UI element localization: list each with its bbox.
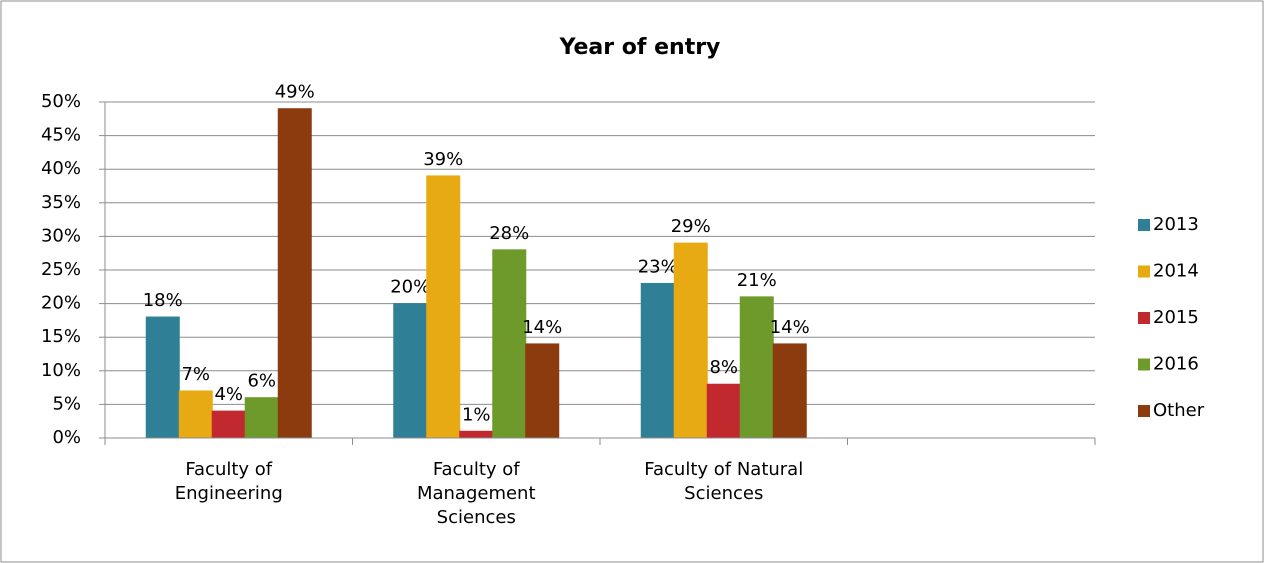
bar xyxy=(178,390,213,439)
bar xyxy=(459,430,494,439)
data-label: 49% xyxy=(275,82,315,103)
bar xyxy=(772,343,807,439)
data-label: 1% xyxy=(462,404,491,425)
bar xyxy=(426,175,461,439)
chart-title: Year of entry xyxy=(559,35,721,60)
y-tick-label: 40% xyxy=(41,158,81,179)
y-tick-label: 30% xyxy=(41,225,81,246)
y-tick-label: 15% xyxy=(41,326,81,347)
legend-swatch xyxy=(1138,405,1150,417)
bar xyxy=(739,296,774,439)
x-tick-label: Faculty of Natural Sciences xyxy=(644,459,804,504)
bar xyxy=(393,303,428,439)
y-tick-label: 10% xyxy=(41,360,81,381)
y-tick-label: 20% xyxy=(41,293,81,314)
data-label: 28% xyxy=(489,223,529,244)
x-tick-label: Faculty of Management Sciences xyxy=(416,459,536,528)
data-label: 39% xyxy=(423,149,463,170)
data-label: 4% xyxy=(214,384,243,405)
bar xyxy=(525,343,560,439)
legend-label: 2013 xyxy=(1153,214,1199,235)
bar xyxy=(145,316,180,439)
data-label: 18% xyxy=(143,290,183,311)
bar xyxy=(673,242,708,439)
data-label: 6% xyxy=(247,371,276,392)
y-tick-label: 45% xyxy=(41,125,81,146)
data-label: 14% xyxy=(770,317,810,338)
y-tick-label: 25% xyxy=(41,259,81,280)
bar xyxy=(244,397,279,439)
y-tick-label: 35% xyxy=(41,192,81,213)
x-tick-label: Faculty of Engineering xyxy=(174,459,283,504)
data-label: 21% xyxy=(737,270,777,291)
bar xyxy=(640,282,675,439)
bar xyxy=(211,410,246,439)
y-tick-label: 5% xyxy=(52,393,81,414)
y-tick-label: 50% xyxy=(41,91,81,112)
legend-swatch xyxy=(1138,265,1150,278)
y-tick-label: 0% xyxy=(52,427,81,448)
data-label: 20% xyxy=(390,277,430,298)
bar xyxy=(706,383,741,439)
data-label: 14% xyxy=(522,317,562,338)
legend-label: 2014 xyxy=(1153,261,1199,282)
legend-label: 2015 xyxy=(1153,307,1199,328)
data-label: 7% xyxy=(181,364,210,385)
legend-label: Other xyxy=(1153,400,1205,421)
legend-label: 2016 xyxy=(1153,354,1199,375)
legend-swatch xyxy=(1138,219,1150,231)
data-label: 8% xyxy=(709,357,738,378)
bar xyxy=(492,249,527,439)
data-label: 23% xyxy=(638,256,678,277)
data-label: 29% xyxy=(671,216,711,237)
bar xyxy=(277,108,312,439)
legend-swatch xyxy=(1138,358,1150,371)
legend-swatch xyxy=(1138,312,1150,324)
